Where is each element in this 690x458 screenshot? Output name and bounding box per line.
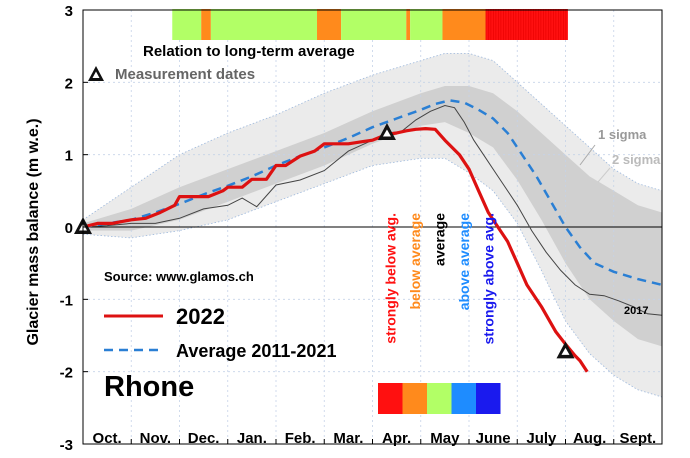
source-label: Source: www.glamos.ch [104, 269, 254, 284]
series-legend: 2022 Average 2011-2021 [104, 304, 336, 361]
scale-swatch [402, 383, 427, 414]
month-label: June [476, 430, 511, 447]
measurement-legend: Measurement dates [88, 66, 255, 83]
scale-label: strongly above avg. [480, 213, 496, 344]
month-label: Mar. [333, 430, 363, 447]
series-2017-label: 2017 [624, 305, 648, 317]
measurement-legend-label: Measurement dates [115, 66, 255, 83]
measurement-marker [556, 341, 575, 359]
y-tick-label: -3 [60, 437, 73, 454]
month-label: Dec. [188, 430, 220, 447]
relation-segment [410, 9, 443, 40]
y-tick-label: -1 [60, 292, 73, 309]
scale-label: below average [407, 213, 423, 310]
relation-segment [485, 9, 568, 40]
series-lines [82, 99, 663, 373]
sigma2-label: 2 sigma [612, 152, 661, 167]
scale-label: strongly below avg. [382, 213, 398, 344]
month-label: July [526, 430, 557, 447]
axes [82, 9, 663, 445]
relation-bar [172, 9, 568, 40]
y-tick-label: 1 [65, 148, 73, 165]
legend-average-label: Average 2011-2021 [176, 341, 336, 361]
y-tick-label: -2 [60, 365, 73, 382]
relation-segment [442, 9, 486, 40]
scale-swatch [451, 383, 476, 414]
relation-segment [406, 9, 411, 40]
measurement-marker [377, 122, 396, 140]
relation-segment [201, 9, 211, 40]
y-tick-label: 3 [65, 3, 73, 20]
legend-2022-label: 2022 [176, 304, 225, 329]
scale-label: above average [456, 213, 472, 310]
month-label: Aug. [573, 430, 606, 447]
color-scale-legend: strongly below avg. below average average a… [378, 213, 501, 414]
relation-title: Relation to long-term average [143, 43, 355, 60]
tick-labels: 3 2 1 0 -1 -2 -3 Oct. Nov. Dec. Jan. Feb. Mar. Apr. Ma… [60, 3, 657, 454]
grid-lines [83, 10, 662, 444]
y-tick-label: 2 [65, 75, 73, 92]
sigma1-label: 1 sigma [598, 127, 647, 142]
month-label: May [430, 430, 460, 447]
month-label: Nov. [140, 430, 171, 447]
relation-segment [317, 9, 342, 40]
relation-segment [210, 9, 318, 40]
y-tick-label: 0 [65, 220, 73, 237]
scale-label: average [431, 213, 447, 266]
month-label: Sept. [620, 430, 657, 447]
month-label: Jan. [237, 430, 267, 447]
y-axis-label: Glacier mass balance (m w.e.) [25, 118, 42, 345]
series-2022-line [82, 127, 589, 373]
relation-segment [172, 9, 202, 40]
month-label: Feb. [285, 430, 316, 447]
relation-segment [341, 9, 407, 40]
scale-swatch [378, 383, 403, 414]
series-2017-line [82, 104, 663, 316]
month-label: Oct. [93, 430, 122, 447]
scale-swatch [476, 383, 501, 414]
month-label: Apr. [382, 430, 411, 447]
scale-swatch [427, 383, 452, 414]
glacier-name: Rhone [104, 371, 194, 403]
